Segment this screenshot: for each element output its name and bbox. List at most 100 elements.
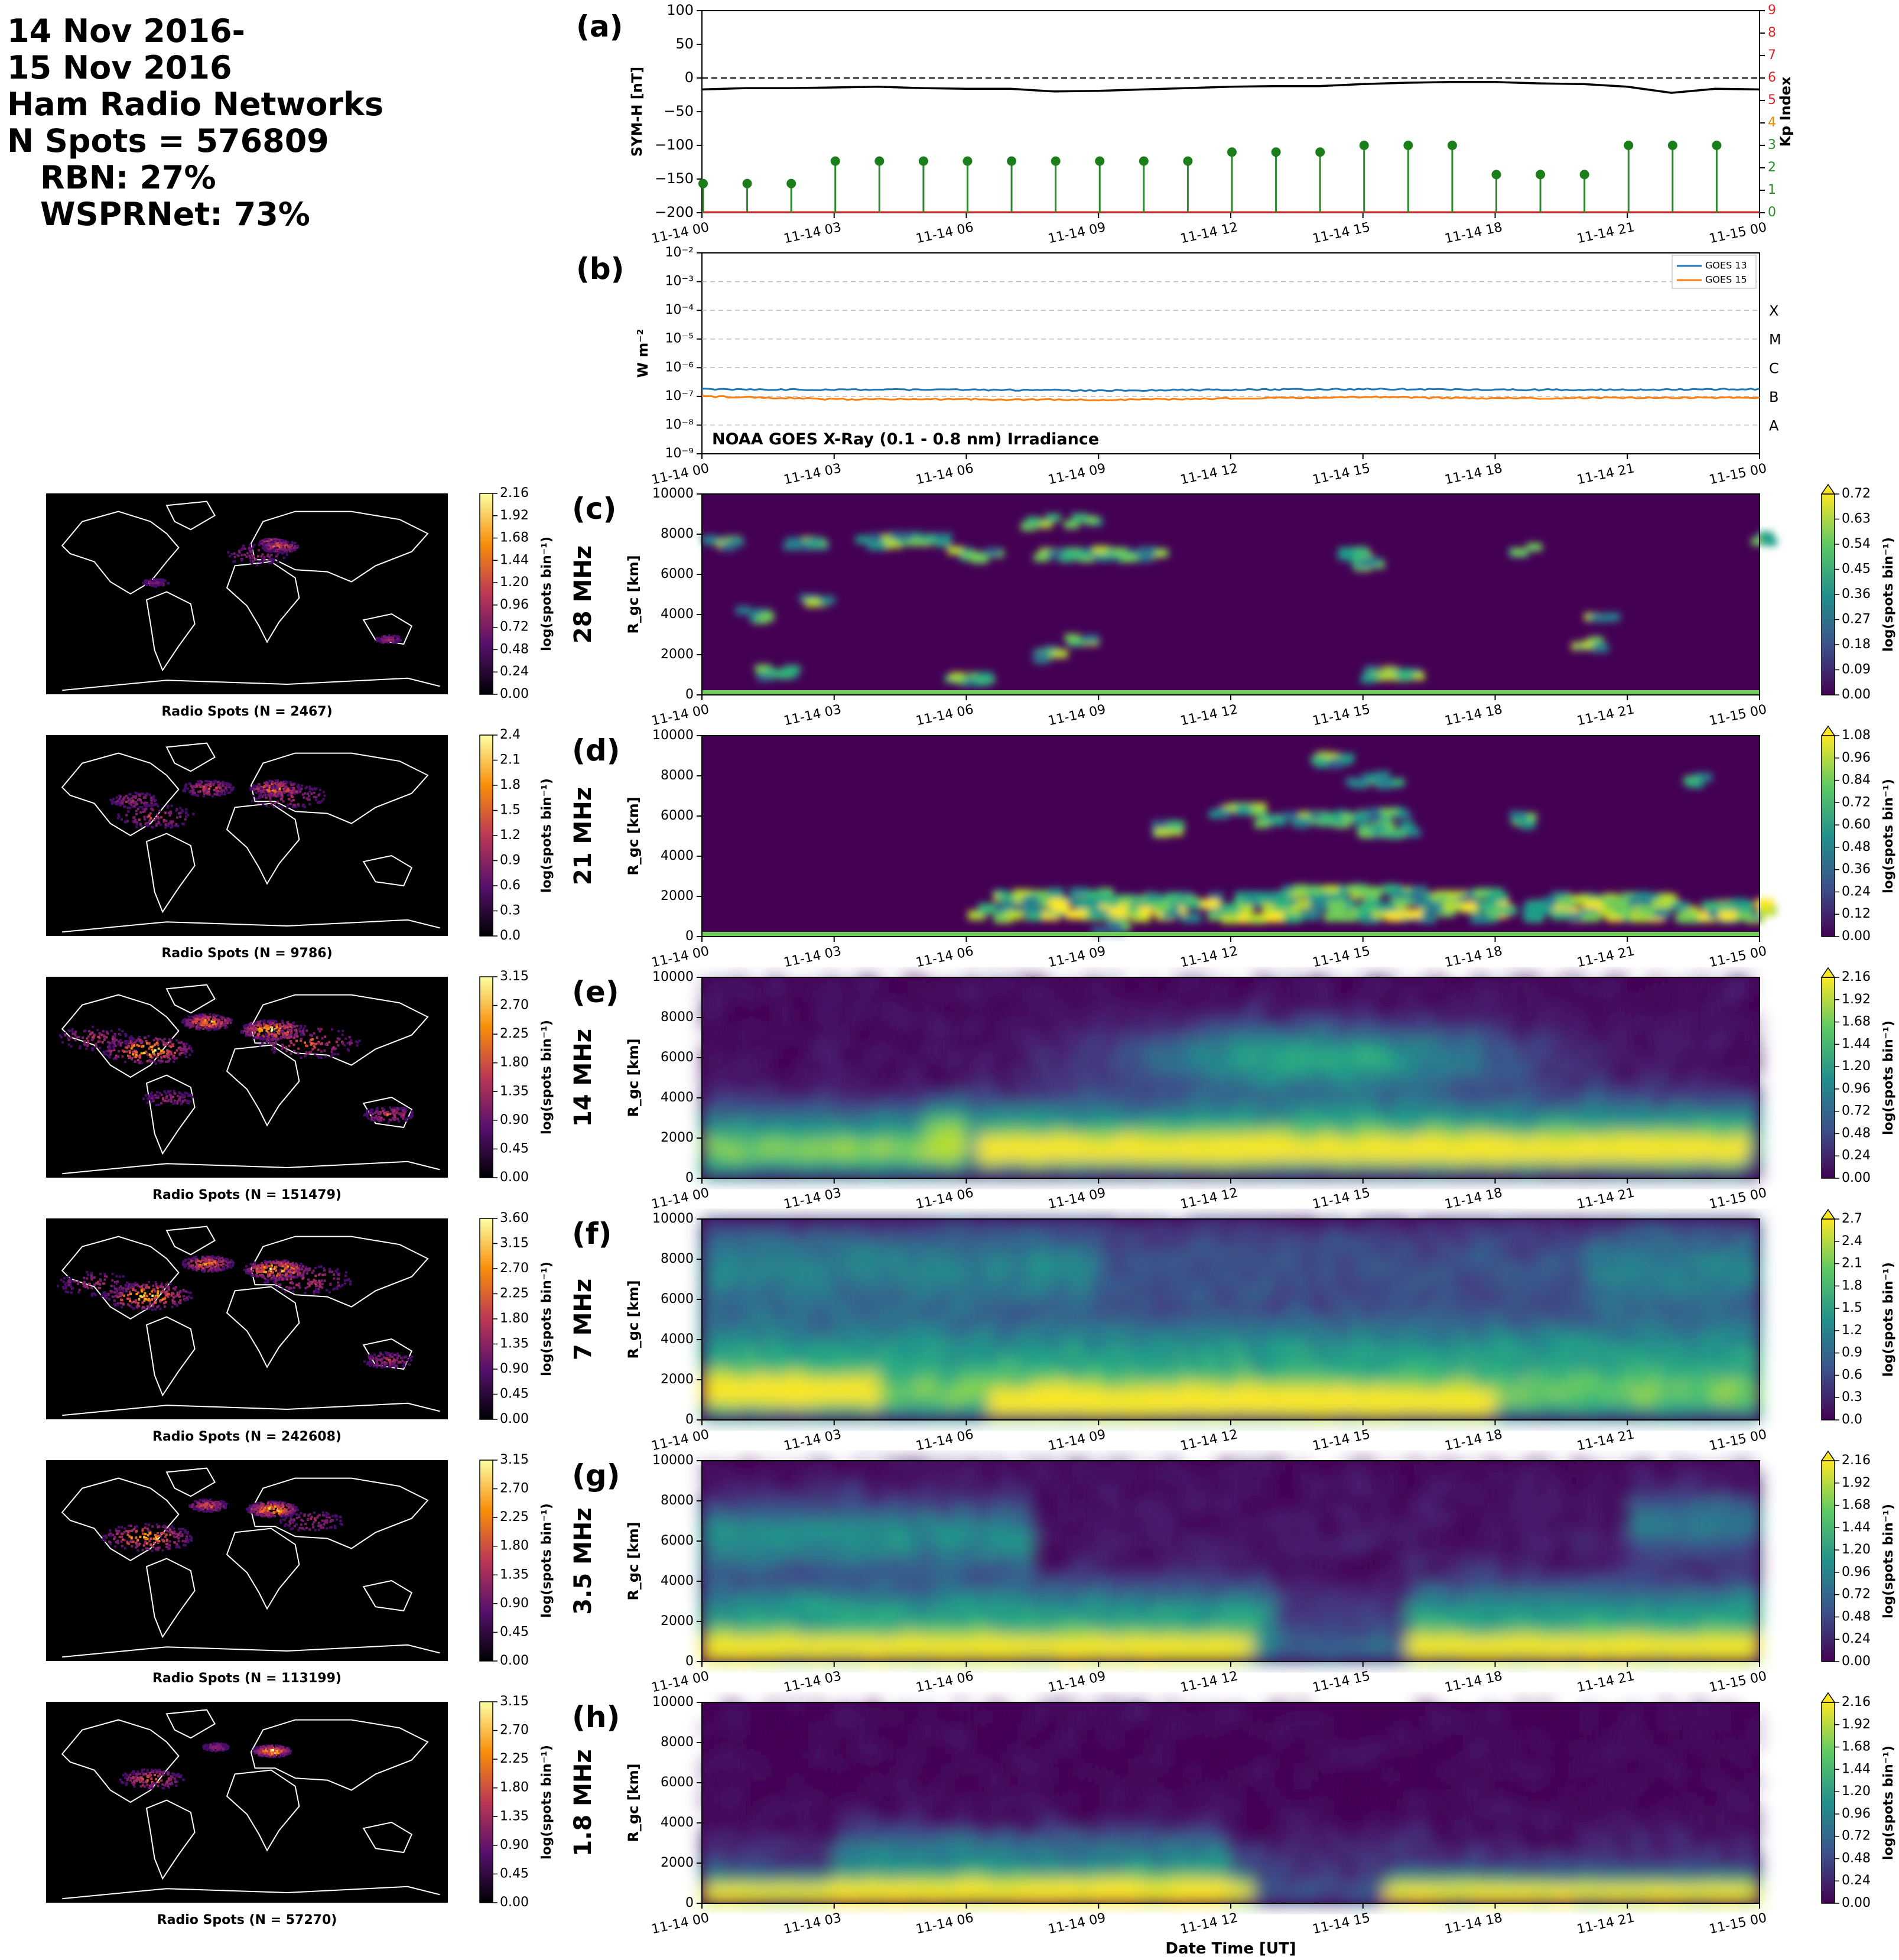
spot-cell xyxy=(313,1045,316,1048)
spot-cell xyxy=(288,1029,291,1032)
spot-cell xyxy=(183,788,186,791)
spot-cell xyxy=(174,1295,177,1298)
spot-cell xyxy=(368,1363,370,1366)
spot-cell xyxy=(258,783,261,786)
spot-cell xyxy=(165,1100,168,1103)
spot-cell xyxy=(182,823,185,825)
spot-cell xyxy=(198,1502,201,1505)
spot-cell xyxy=(288,1036,291,1039)
spot-cell xyxy=(200,1022,203,1025)
spot-cell xyxy=(83,1044,86,1046)
spot-cell xyxy=(180,1527,183,1530)
spot-cell xyxy=(286,1021,289,1024)
panel-a-frame xyxy=(701,10,1760,213)
spot-cell xyxy=(183,1042,186,1045)
spot-cell xyxy=(145,1283,148,1286)
panel-a-xtick-label: 11-14 00 xyxy=(650,220,710,246)
spot-cell xyxy=(318,1283,321,1286)
spot-cell xyxy=(102,1538,105,1541)
spot-cell xyxy=(277,792,280,795)
spot-cell xyxy=(300,1512,303,1514)
spot-cell xyxy=(326,1512,328,1514)
spot-cell xyxy=(285,1514,288,1517)
spot-cell xyxy=(285,1516,288,1519)
spot-cell xyxy=(294,1506,297,1509)
spot-cell xyxy=(246,1023,249,1026)
map-3-cbar-title: log(spots bin⁻¹) xyxy=(539,1020,554,1135)
spot-cell xyxy=(366,1363,369,1366)
spot-cell xyxy=(87,1282,90,1285)
map-1-cbar-label: 1.20 xyxy=(500,575,529,590)
spot-cell xyxy=(255,798,258,801)
spot-cell xyxy=(108,1041,111,1044)
spot-cell xyxy=(67,1291,70,1293)
spot-cell xyxy=(173,1301,176,1303)
spot-cell xyxy=(191,1504,194,1507)
spot-cell xyxy=(226,1265,229,1267)
panel-a-ytick-label: −100 xyxy=(655,136,694,153)
spot-cell xyxy=(144,582,147,585)
spot-cell xyxy=(279,1514,282,1517)
spot-cell xyxy=(220,1022,223,1025)
spot-cell xyxy=(282,541,285,544)
spot-cell xyxy=(267,1272,270,1275)
spot-cell xyxy=(367,1117,370,1120)
spot-cell xyxy=(148,1098,151,1101)
spot-cell xyxy=(285,548,288,551)
spot-cell xyxy=(259,1263,262,1266)
spot-cell xyxy=(126,797,129,799)
spot-cell xyxy=(257,1028,260,1031)
spot-cell xyxy=(146,1101,149,1104)
spot-cell xyxy=(122,1290,125,1293)
spot-cell xyxy=(253,785,256,787)
spot-cell xyxy=(284,1291,287,1293)
spot-cell xyxy=(241,548,243,551)
spot-cell xyxy=(323,1279,326,1282)
spot-cell xyxy=(271,1747,274,1750)
spot-cell xyxy=(380,1116,383,1119)
spot-cell xyxy=(288,1520,291,1523)
spot-cell xyxy=(281,552,284,555)
spot-cell xyxy=(193,1256,196,1259)
spot-cell xyxy=(247,1027,250,1030)
spot-cell xyxy=(228,784,231,787)
spot-cell xyxy=(303,1271,305,1274)
spot-cell xyxy=(271,1745,274,1748)
spot-cell xyxy=(272,1022,275,1025)
spot-cell xyxy=(346,1042,349,1045)
spot-cell xyxy=(213,1508,216,1511)
spot-cell xyxy=(389,636,392,639)
spot-cell xyxy=(114,1045,117,1047)
spot-cell xyxy=(185,815,188,818)
spot-cell xyxy=(290,1272,292,1275)
spot-cell xyxy=(391,1112,394,1115)
spot-cell xyxy=(284,1525,287,1527)
spot-cell xyxy=(184,1098,187,1101)
spot-cell xyxy=(305,1527,308,1529)
spot-cell xyxy=(213,793,216,795)
spot-cell xyxy=(185,1055,188,1058)
spot-cell xyxy=(167,1286,170,1289)
spot-cell xyxy=(267,1504,270,1507)
spot-cell xyxy=(290,1278,292,1280)
spot-cell xyxy=(82,1282,84,1285)
spot-cell xyxy=(163,1038,166,1041)
map-1-cbar-label: 0.48 xyxy=(500,642,529,656)
spot-cell xyxy=(203,1499,206,1501)
spot-cell xyxy=(317,1041,320,1044)
spot-cell xyxy=(289,1509,292,1512)
spot-cell xyxy=(144,808,147,811)
spot-cell xyxy=(175,1057,178,1059)
spot-cell xyxy=(303,796,305,799)
spot-cell xyxy=(373,1119,376,1122)
spot-cell xyxy=(282,557,285,559)
spot-cell xyxy=(143,815,146,818)
map-panel-5: Radio Spots (N = 113199)0.000.450.901.35… xyxy=(46,1452,554,1686)
spot-cell xyxy=(280,792,283,795)
spot-cell xyxy=(292,791,295,794)
panel-a-xtick-label: 11-15 00 xyxy=(1708,220,1768,246)
spot-cell xyxy=(146,582,148,585)
spot-cell xyxy=(313,1279,316,1282)
spot-cell xyxy=(203,1510,206,1513)
spot-cell xyxy=(281,1509,284,1512)
